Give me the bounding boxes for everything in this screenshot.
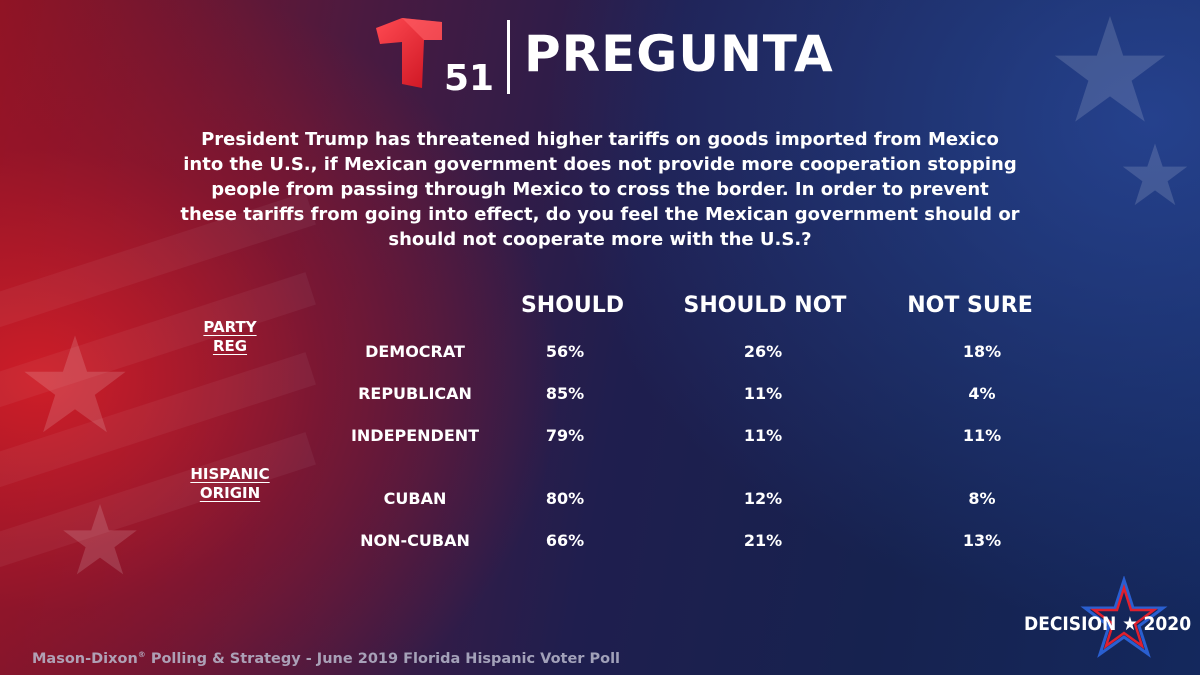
row-label-republican: REPUBLICAN (358, 384, 472, 403)
group-label-line: PARTY (203, 318, 257, 336)
telemundo-51-logo: 51 (372, 14, 502, 99)
table-cell: 56% (545, 342, 585, 361)
background-star-icon (1054, 16, 1166, 122)
registered-mark: ® (137, 650, 146, 659)
table-cell: 11% (743, 384, 783, 403)
badge-year: 2020 (1143, 613, 1192, 635)
column-header-should: SHOULD (520, 293, 625, 318)
table-cell: 11% (743, 426, 783, 445)
badge-word: DECISION (1024, 613, 1117, 635)
group-label-line: REG (212, 337, 248, 355)
poll-question: President Trump has threatened higher ta… (180, 129, 1020, 250)
page-title: PREGUNTA (524, 25, 834, 83)
group-label-party-reg: PARTY REG (175, 318, 285, 356)
table-cell: 66% (545, 531, 585, 550)
badge-star-icon: ★ (1122, 613, 1138, 635)
table-cell: 85% (545, 384, 585, 403)
decision-2020-star-outline-icon (1080, 576, 1168, 658)
row-label-non-cuban: NON-CUBAN (360, 531, 470, 550)
source-credit: Mason-Dixon® Polling & Strategy - June 2… (32, 645, 620, 669)
column-header-not-sure: NOT SURE (907, 293, 1033, 318)
header-divider (507, 20, 510, 94)
telemundo-t-icon: 51 (376, 18, 494, 99)
table-cell: 18% (962, 342, 1002, 361)
table-cell: 79% (545, 426, 585, 445)
table-cell: 26% (743, 342, 783, 361)
table-cell: 8% (968, 489, 996, 508)
source-rest: Polling & Strategy - June 2019 Florida H… (145, 650, 621, 667)
group-label-line: HISPANIC (190, 465, 270, 483)
column-header-should-not: SHOULD NOT (683, 293, 847, 318)
table-cell: 21% (743, 531, 783, 550)
table-cell: 13% (962, 531, 1002, 550)
background-star-icon (63, 504, 137, 575)
decision-2020-badge: DECISION ★ 2020 (1024, 612, 1191, 636)
group-label-hispanic-origin: HISPANIC ORIGIN (175, 465, 285, 503)
row-label-cuban: CUBAN (383, 489, 447, 508)
background-star-icon (24, 335, 126, 433)
table-cell: 80% (545, 489, 585, 508)
table-cell: 12% (743, 489, 783, 508)
group-label-line: ORIGIN (199, 484, 261, 502)
background-star-icon (1122, 143, 1188, 206)
logo-number: 51 (444, 58, 494, 96)
table-cell: 11% (962, 426, 1002, 445)
row-label-democrat: DEMOCRAT (365, 342, 465, 361)
row-label-independent: INDEPENDENT (350, 426, 480, 445)
table-cell: 4% (968, 384, 996, 403)
source-prefix: Mason-Dixon (32, 650, 138, 667)
